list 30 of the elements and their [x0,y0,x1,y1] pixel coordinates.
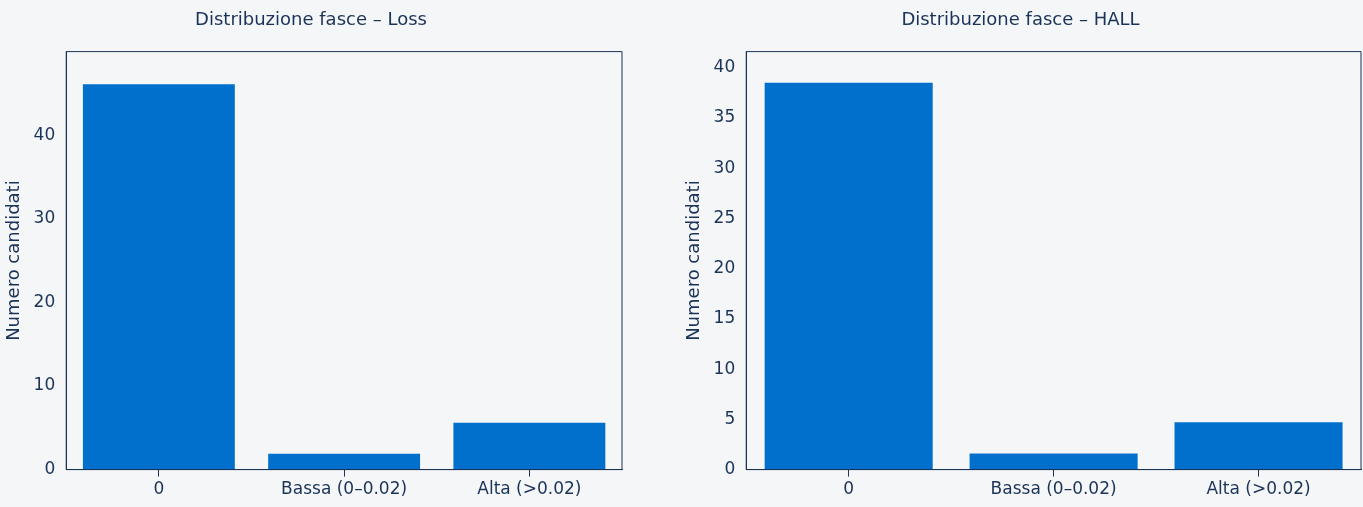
y-tick-label: 0 [44,458,56,479]
bar [969,453,1138,470]
y-tick-label: 25 [713,206,736,227]
y-axis-title: Numero candidati [682,180,704,341]
y-tick-label: 5 [724,407,736,428]
bar [764,82,933,470]
bar [453,422,606,470]
y-tick-label: 40 [33,123,56,144]
y-tick-label: 0 [724,458,736,479]
y-tick-label: 40 [713,56,736,77]
x-tick-label: Bassa (0–0.02) [990,478,1117,499]
bar [82,84,235,470]
y-tick-label: 20 [33,290,56,311]
y-tick-label: 35 [713,106,736,127]
x-tick-label: Alta (>0.02) [477,478,582,499]
y-tick-label: 10 [713,357,736,378]
bar [1174,422,1343,470]
y-tick-label: 20 [713,257,736,278]
y-tick-label: 30 [713,156,736,177]
chart-title: Distribuzione fasce – Loss [195,8,427,30]
x-tick-label: 0 [843,478,855,499]
y-tick-label: 15 [713,307,736,328]
chart-title: Distribuzione fasce – HALL [901,8,1140,30]
x-tick-label: 0 [153,478,165,499]
y-axis-title: Numero candidati [2,180,24,341]
x-tick-label: Alta (>0.02) [1206,478,1311,499]
x-tick-label: Bassa (0–0.02) [281,478,408,499]
bar [268,453,421,470]
y-tick-label: 30 [33,207,56,228]
y-tick-label: 10 [33,374,56,395]
